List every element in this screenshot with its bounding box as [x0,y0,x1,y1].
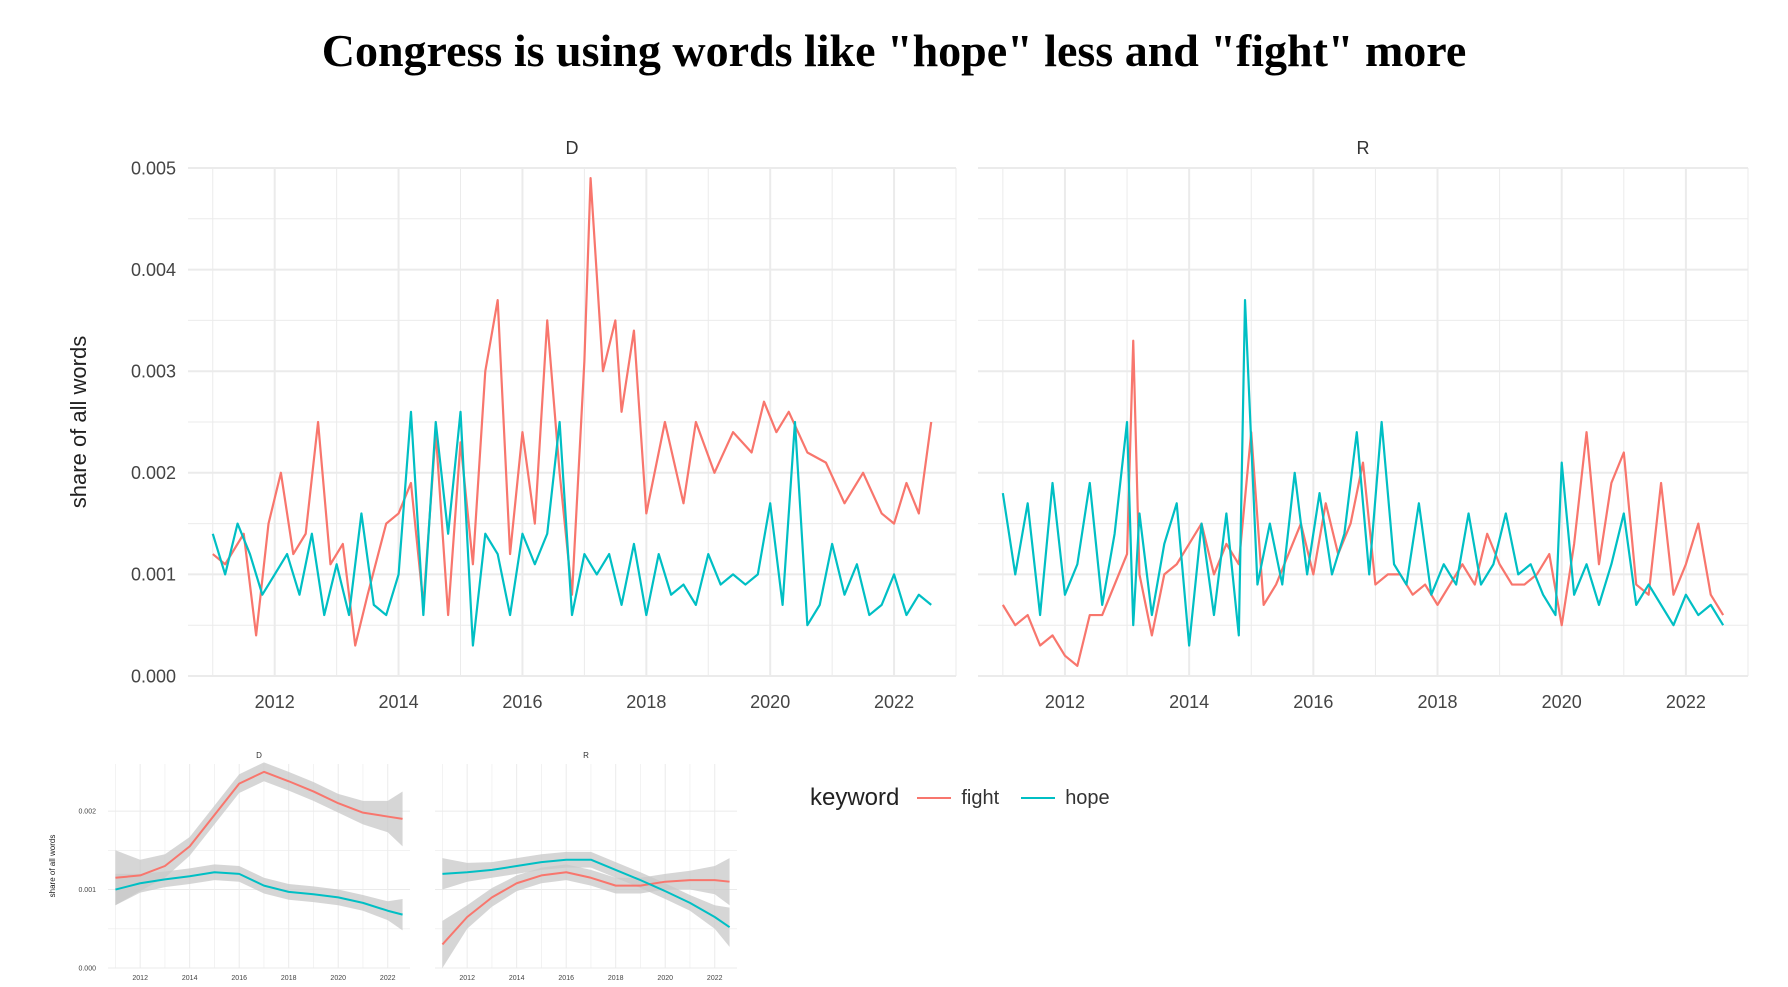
legend-label-fight: fight [961,786,1000,809]
series-line-hope [115,871,403,916]
facet-label-D: D [566,138,579,158]
legend-item-fight: fight [917,787,999,810]
facet-label-R: R [583,751,589,760]
series-line-fight [115,770,403,879]
x-tick-label: 2016 [231,975,247,982]
x-tick-label: 2014 [509,975,525,982]
x-tick-label: 2012 [255,692,295,712]
chart-title: Congress is using words like "hope" less… [321,25,1467,76]
legend-key-fight [917,796,952,800]
panel-R: R 2012 2014 2016 2018 2020 2022 [435,751,737,982]
x-tick-label: 2022 [874,692,914,712]
y-tick-label: 0.003 [131,362,176,382]
series-line-fight [1001,339,1725,667]
confidence-band-fight [115,762,403,906]
x-tick-label: 2014 [379,692,419,712]
series-line-hope [442,858,731,929]
x-tick-label: 2022 [1666,692,1706,712]
y-axis-label: share of all words [48,835,57,898]
legend-title: keyword [810,784,900,811]
main-chart: share of all words D 2012 2014 2016 2018 2020 2… [66,138,1749,712]
panel-R: R 2012 2014 2016 2018 2020 2022 [978,138,1749,712]
x-tick-label: 2012 [459,975,475,982]
x-tick-label: 2020 [330,975,346,982]
x-tick-label: 2020 [657,975,673,982]
x-tick-label: 2012 [1045,692,1085,712]
y-tick-label: 0.005 [131,158,176,178]
y-tick-label: 0.002 [78,809,96,816]
y-axis-label: share of all words [66,336,91,508]
smoothed-chart: share of all words D 2012 2014 2016 2018 2020 2… [48,751,737,982]
x-tick-label: 2022 [707,975,723,982]
y-tick-label: 0.001 [78,887,96,894]
legend-item-hope: hope [1021,787,1110,810]
facet-label-R: R [1357,138,1370,158]
confidence-band-hope [115,864,403,931]
x-tick-label: 2022 [380,975,396,982]
x-tick-label: 2018 [1417,692,1457,712]
confidence-band-hope [442,851,730,947]
legend-key-hope [1021,796,1056,800]
series-line-hope [1001,298,1725,647]
x-tick-label: 2014 [182,975,198,982]
series-line-hope [211,410,932,647]
x-tick-label: 2012 [132,975,148,982]
x-tick-label: 2018 [626,692,666,712]
y-tick-label: 0.000 [131,666,176,686]
panel-D: D 2012 2014 2016 2018 2020 2022 0.000 0.001 0.002… [131,138,957,712]
x-tick-label: 2018 [281,975,297,982]
x-tick-label: 2016 [1293,692,1333,712]
facet-label-D: D [256,751,262,760]
x-tick-label: 2014 [1169,692,1209,712]
x-tick-label: 2020 [1542,692,1582,712]
legend: keyword fight hope [810,784,1132,812]
y-tick-label: 0.002 [131,463,176,483]
x-tick-label: 2018 [608,975,624,982]
x-tick-label: 2016 [502,692,542,712]
y-tick-label: 0.001 [131,565,176,585]
series-line-fight [441,871,730,946]
legend-label-hope: hope [1065,786,1110,809]
x-tick-label: 2020 [750,692,790,712]
panel-D: D 2012 2014 2016 2018 2020 2022 0.000 0.001 0.002 [78,751,410,982]
y-tick-label: 0.004 [131,260,176,280]
x-tick-label: 2016 [558,975,574,982]
y-tick-label: 0.000 [78,965,96,972]
series-line-fight [212,177,933,647]
